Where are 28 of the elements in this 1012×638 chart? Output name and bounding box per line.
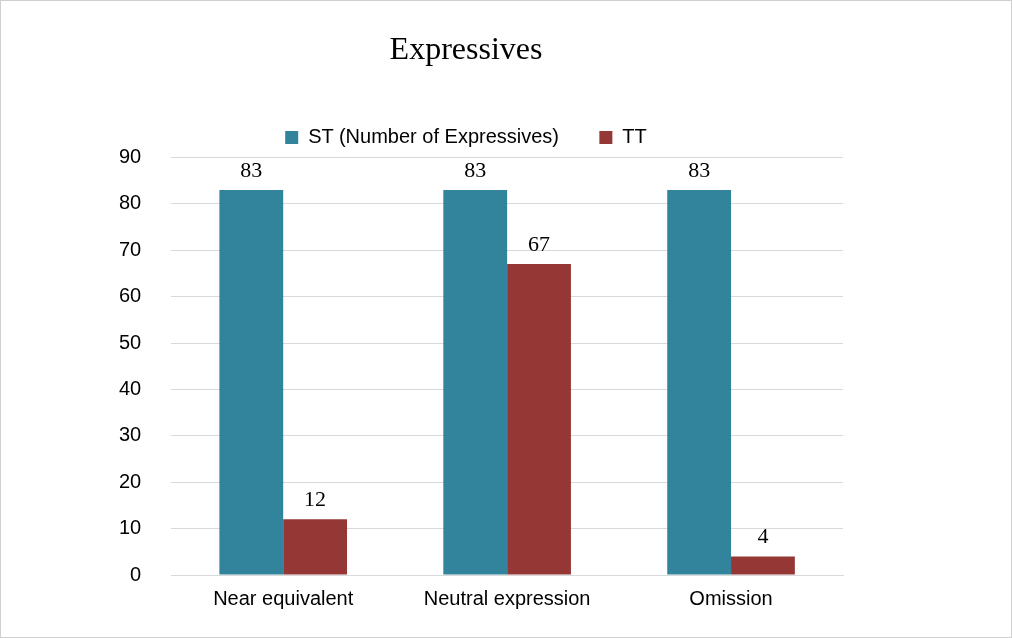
- bar: [283, 519, 348, 575]
- y-tick-label: 20: [119, 469, 142, 492]
- legend-label: ST (Number of Expressives): [308, 124, 560, 147]
- y-tick-label: 80: [119, 191, 142, 214]
- y-tick-label: 90: [119, 144, 142, 167]
- y-tick-label: 60: [119, 284, 142, 307]
- bar: [219, 189, 284, 575]
- x-tick-label: Neutral expression: [423, 586, 591, 609]
- bar: [443, 189, 508, 575]
- data-label: 12: [304, 486, 327, 512]
- x-tick-label: Omission: [689, 586, 773, 609]
- y-tick-label: 10: [119, 516, 142, 539]
- chart-title: Expressives: [389, 29, 543, 66]
- bar: [731, 556, 795, 575]
- bar: [507, 264, 571, 575]
- y-tick-label: 50: [119, 330, 142, 353]
- bar: [667, 189, 732, 575]
- y-tick-label: 0: [130, 562, 142, 585]
- x-tick-label: Near equivalent: [213, 586, 354, 609]
- y-tick-label: 70: [119, 237, 142, 260]
- legend-label: TT: [622, 124, 647, 147]
- y-tick-label: 30: [119, 423, 142, 446]
- data-label: 83: [688, 156, 711, 182]
- data-label: 67: [528, 230, 551, 256]
- data-label: 83: [464, 156, 487, 182]
- data-label: 4: [757, 523, 769, 549]
- data-label: 83: [240, 156, 263, 182]
- y-tick-label: 40: [119, 376, 142, 399]
